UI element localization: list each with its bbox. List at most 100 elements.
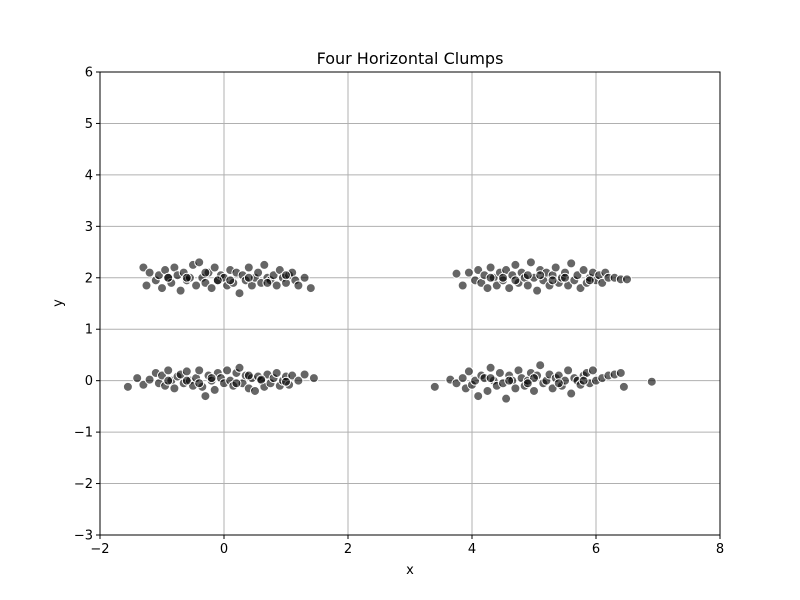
data-point <box>243 272 254 283</box>
x-tick-label: 6 <box>592 542 600 557</box>
data-point <box>299 369 310 380</box>
data-point <box>194 257 205 268</box>
data-point <box>646 376 657 387</box>
data-point <box>281 376 291 387</box>
data-point <box>225 275 236 286</box>
data-point <box>485 362 496 373</box>
data-point <box>132 373 143 384</box>
y-axis-label: y <box>51 299 66 307</box>
data-point <box>163 272 174 283</box>
data-point <box>618 381 629 392</box>
data-point <box>473 391 484 402</box>
data-point <box>457 280 468 291</box>
data-point <box>212 275 223 286</box>
data-point <box>510 383 521 394</box>
data-point <box>529 385 539 396</box>
data-point <box>622 274 632 285</box>
x-tick-label: 4 <box>468 542 476 557</box>
data-point <box>563 365 574 376</box>
data-point <box>293 375 304 386</box>
data-point <box>535 270 546 281</box>
data-point <box>525 257 536 268</box>
data-point <box>522 378 533 389</box>
y-tick-label: 6 <box>85 66 93 81</box>
y-tick-label: 1 <box>85 323 93 338</box>
data-point <box>498 272 508 283</box>
data-point <box>256 374 267 385</box>
data-point <box>584 275 595 286</box>
data-point <box>522 270 533 281</box>
x-tick-label: 0 <box>220 542 228 557</box>
data-point <box>206 373 217 384</box>
data-point <box>194 365 205 376</box>
data-point <box>308 373 319 384</box>
data-point <box>209 384 220 395</box>
data-point <box>463 366 474 377</box>
data-point <box>181 366 192 377</box>
data-point <box>482 385 493 396</box>
data-points <box>122 257 657 404</box>
data-point <box>191 280 202 291</box>
data-point <box>457 373 468 384</box>
data-point <box>231 378 242 389</box>
data-point <box>144 267 155 278</box>
plot-frame <box>99 71 721 536</box>
data-point <box>510 275 521 286</box>
data-point <box>578 375 589 386</box>
x-axis-label: x <box>406 563 414 578</box>
data-point <box>169 383 180 394</box>
cluster-4 <box>429 360 657 404</box>
y-tick-label: −2 <box>74 477 93 492</box>
data-point <box>200 391 211 402</box>
data-point <box>243 262 254 273</box>
data-point <box>615 367 626 378</box>
data-point <box>504 375 515 386</box>
cluster-3 <box>451 257 632 296</box>
y-tick-label: −1 <box>74 426 93 441</box>
data-point <box>429 381 440 392</box>
data-point <box>485 373 496 384</box>
data-point <box>482 283 493 294</box>
data-point <box>501 393 512 404</box>
data-point <box>281 270 291 281</box>
x-tick-label: 2 <box>344 542 352 557</box>
data-point <box>253 267 264 278</box>
data-point <box>181 375 192 386</box>
data-point <box>157 283 167 294</box>
y-tick-label: −3 <box>74 529 93 544</box>
data-point <box>504 283 515 294</box>
data-point <box>209 262 220 273</box>
data-point <box>305 283 316 294</box>
data-point <box>566 258 577 269</box>
data-point <box>485 262 496 273</box>
data-point <box>522 280 533 291</box>
cluster-1 <box>138 257 316 299</box>
x-axis-ticks: −2 0 2 4 6 8 <box>90 535 724 557</box>
data-point <box>560 272 570 283</box>
data-point <box>271 280 282 291</box>
data-point <box>175 285 186 296</box>
y-tick-label: 5 <box>85 117 93 132</box>
data-point <box>485 272 496 283</box>
data-point <box>234 288 245 299</box>
data-point <box>144 374 155 385</box>
data-point <box>532 285 543 296</box>
data-point <box>163 375 174 386</box>
data-point <box>463 267 474 278</box>
y-tick-label: 2 <box>85 271 93 286</box>
data-point <box>566 388 577 399</box>
data-point <box>578 265 589 276</box>
cluster-2 <box>122 362 319 402</box>
chart-title: Four Horizontal Clumps <box>317 49 504 68</box>
data-point <box>262 277 273 288</box>
data-point <box>510 259 521 270</box>
data-point <box>250 385 260 396</box>
data-point <box>194 378 205 389</box>
data-point <box>547 275 558 286</box>
data-point <box>163 365 174 376</box>
data-point <box>141 280 152 291</box>
data-point <box>206 283 217 294</box>
data-point <box>259 259 270 270</box>
